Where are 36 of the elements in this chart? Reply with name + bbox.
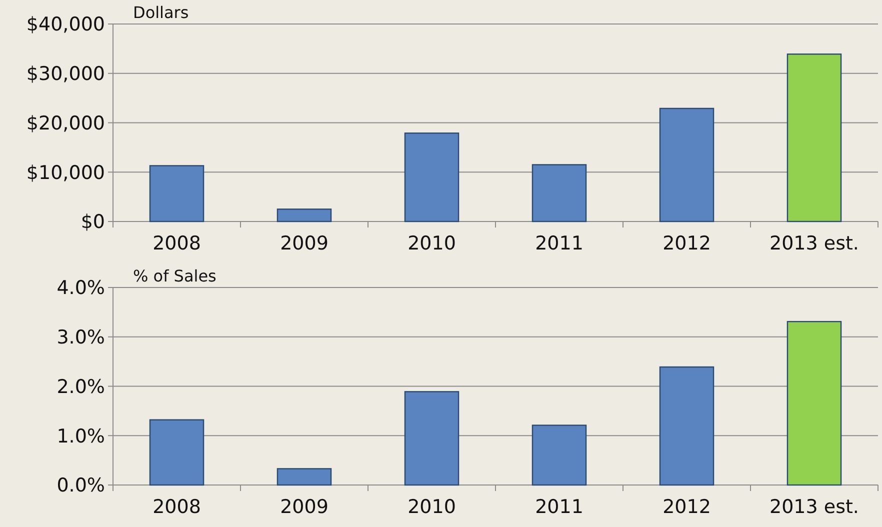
y-tick-label: 4.0% <box>56 277 105 300</box>
y-tick-label: $20,000 <box>26 112 105 134</box>
y-tick-label: $0 <box>80 211 105 234</box>
x-tick-label: 2010 <box>408 232 456 254</box>
x-tick-label: 2010 <box>408 496 456 518</box>
bar <box>276 468 332 486</box>
bar <box>532 424 587 486</box>
x-tick-label: 2013 est. <box>770 232 859 254</box>
bar <box>659 366 714 486</box>
y-tick-label: 3.0% <box>56 326 105 349</box>
bar <box>786 320 842 486</box>
x-tick-label: 2009 <box>280 496 328 518</box>
bar <box>786 54 842 222</box>
x-tick-label: 2009 <box>280 232 328 254</box>
bar <box>149 419 204 486</box>
y-tick-label: $10,000 <box>26 162 105 184</box>
y-tick-label: 1.0% <box>56 425 105 448</box>
x-tick-label: 2013 est. <box>770 496 859 518</box>
y-axis-title: % of Sales <box>133 266 216 286</box>
bar <box>404 391 460 486</box>
y-tick-label: $30,000 <box>26 63 105 86</box>
bar <box>532 164 587 222</box>
x-tick-label: 2008 <box>152 496 201 518</box>
bar <box>276 208 332 222</box>
x-tick-label: 2011 <box>535 232 584 254</box>
bar <box>149 165 204 222</box>
y-tick-label: 0.0% <box>56 474 105 497</box>
y-tick-label: $40,000 <box>26 14 105 36</box>
x-tick-label: 2008 <box>152 232 201 254</box>
y-axis-title: Dollars <box>133 3 189 22</box>
x-tick-label: 2012 <box>662 496 711 518</box>
x-tick-label: 2012 <box>662 232 711 254</box>
y-tick-label: 2.0% <box>56 376 105 398</box>
x-tick-label: 2011 <box>535 496 584 518</box>
bar <box>659 108 714 222</box>
bar <box>404 132 460 222</box>
